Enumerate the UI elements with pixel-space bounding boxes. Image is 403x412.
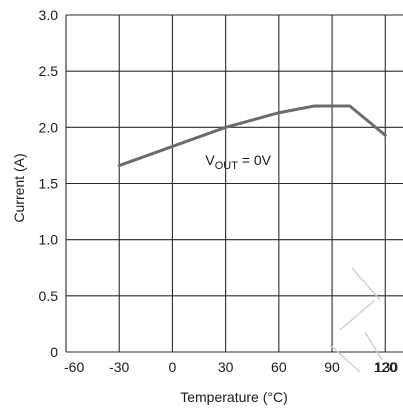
x-axis-label: Temperature (°C) [180,389,288,405]
x-tick-label: -30 [109,359,129,375]
vout-annotation: VOUT = 0V [205,152,271,172]
x-tick-label: 120 [374,359,398,375]
x-tick-label: 30 [218,359,234,375]
x-tick-label: 60 [271,359,287,375]
x-tick-label: 130 [375,359,399,375]
annotation-subscript: OUT [215,160,239,172]
y-tick-label: 2.0 [39,119,59,135]
x-tick-label: 0 [169,359,177,375]
y-tick-label: 0.5 [39,288,59,304]
y-axis-label: Current (A) [11,153,27,222]
y-tick-label: 1.5 [39,176,59,192]
watermark-mark [329,267,383,373]
x-tick-label: -60 [64,359,84,375]
annotation-main: V [205,152,215,168]
y-tick-label: 1.0 [39,232,59,248]
y-tick-label: 2.5 [39,63,59,79]
x-tick-label: 90 [324,359,340,375]
line-layer [117,104,387,168]
y-tick-label: 0 [50,344,58,360]
y-tick-label: 3.0 [39,7,59,23]
grid-layer [65,14,403,353]
annotation-rest: = 0V [238,152,272,168]
current-series-line [117,104,387,168]
